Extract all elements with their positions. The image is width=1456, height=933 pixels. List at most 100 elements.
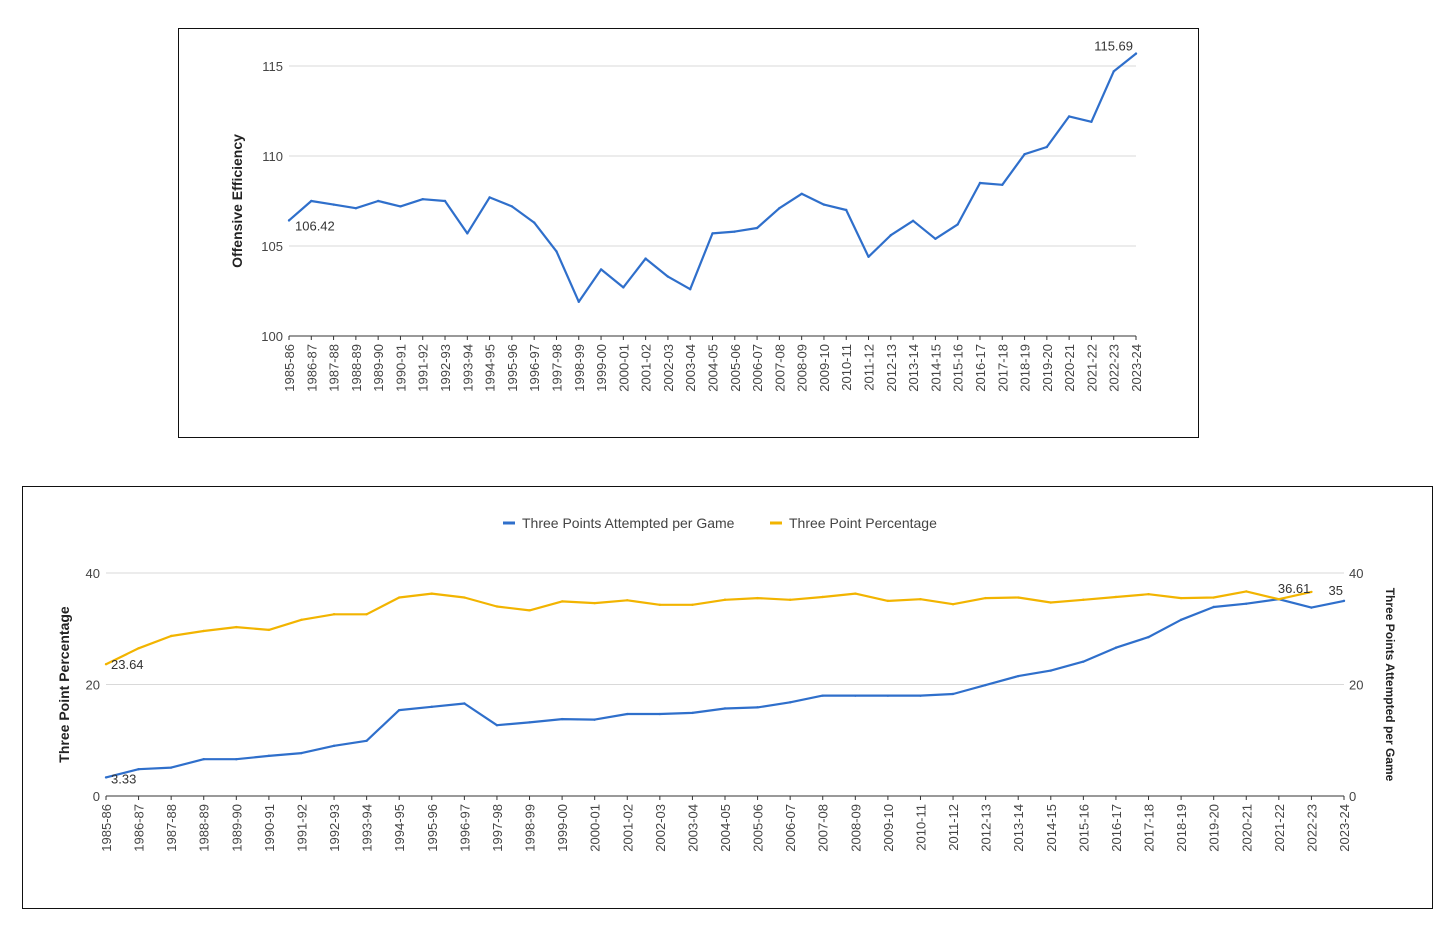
data-point (443, 199, 447, 203)
x-tick-label: 2008-09 (848, 804, 863, 852)
offensive-efficiency-chart: 100 105 110 115 1985-86 1986-87 1987-88 1988-89… (178, 28, 1199, 438)
x-tick-label: 2007-08 (772, 344, 787, 392)
data-point (711, 232, 714, 235)
x-tick-label: 2005-06 (751, 804, 766, 852)
y-right-tick-label: 0 (1349, 789, 1356, 804)
data-point (202, 629, 205, 633)
data-point (886, 694, 890, 697)
y-axis-title: Offensive Efficiency (229, 134, 245, 268)
x-tick-label: 1999-00 (555, 804, 570, 852)
x-tick-label: 2019-20 (1040, 344, 1055, 392)
attempts-series-line (105, 598, 1345, 779)
data-point (854, 694, 857, 697)
data-point (733, 230, 736, 233)
data-point (1212, 596, 1215, 599)
data-point (599, 268, 603, 271)
x-tick-label: 2015-16 (1076, 804, 1091, 852)
x-tick-label: 1993-94 (460, 344, 475, 392)
data-point (1045, 145, 1049, 149)
data-point (300, 751, 303, 755)
data-point (267, 754, 271, 758)
y-tick-label: 110 (262, 149, 283, 164)
y-right-tick-label: 40 (1349, 566, 1363, 581)
x-tick-label: 2006-07 (750, 344, 765, 392)
data-point (1245, 602, 1248, 605)
data-point (886, 599, 890, 603)
data-point (463, 596, 466, 599)
x-tick-label: 1989-90 (371, 344, 386, 392)
data-point (528, 721, 531, 724)
data-point (951, 692, 955, 696)
data-point (137, 647, 140, 650)
x-tick-label: 2012-13 (979, 804, 994, 852)
data-point (978, 181, 982, 185)
data-point (1049, 669, 1052, 672)
three-point-svg: Three Points Attempted per Game Three Poi… (56, 515, 1397, 852)
x-tick-label: 1992-93 (438, 344, 453, 392)
data-point (689, 288, 692, 291)
x-tick-label: 2011-12 (862, 344, 877, 391)
data-point (365, 739, 368, 743)
data-point (463, 702, 466, 705)
x-tick-label: 2023-24 (1337, 804, 1352, 852)
data-point (332, 613, 336, 616)
x-tick-label: 2020-21 (1239, 804, 1254, 852)
data-point (756, 706, 759, 709)
data-point (658, 712, 662, 716)
x-tick-label: 2007-08 (816, 804, 831, 852)
data-point (104, 776, 108, 779)
data-label-first: 106.42 (295, 218, 335, 233)
data-point (951, 603, 955, 606)
x-tick-label: 1995-96 (425, 804, 440, 852)
x-tick-label: 1989-90 (229, 804, 244, 852)
data-point (555, 250, 558, 253)
x-tick-label: 1986-87 (304, 344, 319, 392)
data-point (169, 634, 173, 638)
x-tick-label: 1990-91 (262, 804, 277, 852)
x-tick-label: 2006-07 (783, 804, 798, 852)
x-tick-label: 2016-17 (1109, 804, 1124, 852)
y-left-axis-title: Three Point Percentage (56, 606, 72, 763)
data-point (1067, 115, 1071, 118)
data-point (723, 707, 727, 710)
data-point (430, 705, 433, 708)
x-tick-label: 2016-17 (973, 344, 988, 392)
data-point (398, 596, 401, 599)
data-point (1082, 598, 1085, 601)
x-tick-label: 2018-19 (1018, 344, 1033, 392)
data-point (800, 192, 803, 195)
x-tick-label: 2004-05 (718, 804, 733, 852)
data-point (1114, 646, 1118, 649)
data-point (1179, 618, 1183, 622)
data-point (984, 683, 987, 687)
data-point (1017, 674, 1020, 678)
data-point (495, 723, 499, 727)
data-point (1023, 153, 1026, 156)
x-tick-label: 2001-02 (639, 344, 654, 392)
y-right-tick-label: 20 (1349, 678, 1363, 693)
data-point (488, 196, 491, 199)
data-point (300, 618, 303, 622)
x-tick-label: 1996-97 (527, 344, 542, 392)
x-tick-label: 2008-09 (795, 344, 810, 392)
data-point (821, 595, 824, 599)
x-tick-label: 2003-04 (685, 804, 700, 852)
data-point (919, 598, 922, 601)
x-tick-label: 2017-18 (995, 344, 1010, 392)
x-tick-label: 1998-99 (572, 344, 587, 392)
x-tick-label: 1997-98 (549, 344, 564, 392)
data-point (889, 234, 893, 237)
data-point (778, 207, 781, 210)
data-point (644, 257, 647, 260)
data-point (1001, 183, 1004, 186)
data-point (1310, 590, 1313, 594)
x-tick-label: 2009-10 (817, 344, 832, 392)
x-tick-label: 1988-89 (349, 344, 364, 392)
data-point (691, 711, 694, 715)
x-tick-label: 2023-24 (1129, 344, 1144, 392)
x-tick-label: 2000-01 (588, 804, 603, 852)
x-tick-label: 2012-13 (884, 344, 899, 392)
data-point (723, 598, 727, 601)
data-point (399, 205, 402, 208)
y-right-axis-title: Three Points Attempted per Game (1383, 588, 1397, 782)
